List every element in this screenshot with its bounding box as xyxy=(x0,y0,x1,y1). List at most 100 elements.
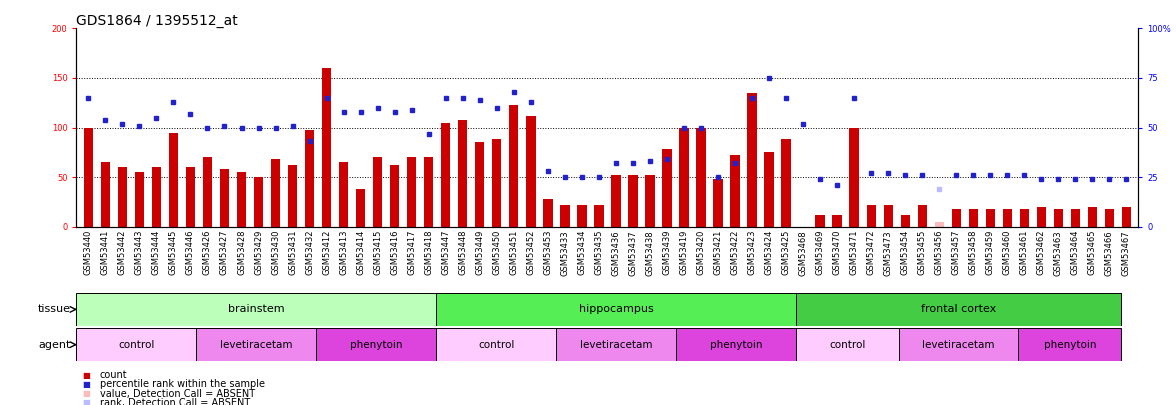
Bar xyxy=(322,68,332,227)
Bar xyxy=(492,139,501,227)
Bar xyxy=(898,328,1018,361)
Bar xyxy=(1122,207,1131,227)
Text: ■: ■ xyxy=(82,399,91,405)
Text: GSM53466: GSM53466 xyxy=(1105,230,1114,275)
Bar xyxy=(612,175,621,227)
Bar xyxy=(833,215,842,227)
Text: brainstem: brainstem xyxy=(228,305,285,314)
Bar xyxy=(373,158,382,227)
Bar xyxy=(425,158,434,227)
Text: GDS1864 / 1395512_at: GDS1864 / 1395512_at xyxy=(76,14,239,28)
Bar xyxy=(270,159,280,227)
Text: GSM53439: GSM53439 xyxy=(662,230,671,275)
Bar xyxy=(526,116,535,227)
Bar xyxy=(646,175,655,227)
Text: GSM53463: GSM53463 xyxy=(1054,230,1063,275)
Text: GSM53415: GSM53415 xyxy=(373,230,382,275)
Text: GSM53471: GSM53471 xyxy=(850,230,858,275)
Text: GSM53433: GSM53433 xyxy=(560,230,569,275)
Bar xyxy=(577,205,587,227)
Bar xyxy=(1088,207,1097,227)
Bar xyxy=(815,215,824,227)
Text: tissue: tissue xyxy=(38,305,71,314)
Text: GSM53442: GSM53442 xyxy=(118,230,127,275)
Text: GSM53413: GSM53413 xyxy=(339,230,348,275)
Text: percentile rank within the sample: percentile rank within the sample xyxy=(100,379,265,389)
Text: GSM53431: GSM53431 xyxy=(288,230,298,275)
Text: GSM53450: GSM53450 xyxy=(493,230,501,275)
Text: GSM53459: GSM53459 xyxy=(985,230,995,275)
Bar xyxy=(1070,209,1080,227)
Bar xyxy=(748,93,756,227)
Text: GSM53414: GSM53414 xyxy=(356,230,365,275)
Text: GSM53421: GSM53421 xyxy=(714,230,722,275)
Text: GSM53444: GSM53444 xyxy=(152,230,161,275)
Text: GSM53467: GSM53467 xyxy=(1122,230,1131,275)
Bar xyxy=(169,132,178,227)
Bar xyxy=(1037,207,1045,227)
Text: rank, Detection Call = ABSENT: rank, Detection Call = ABSENT xyxy=(100,398,250,405)
Text: GSM53435: GSM53435 xyxy=(594,230,603,275)
Bar xyxy=(196,328,316,361)
Text: frontal cortex: frontal cortex xyxy=(921,305,996,314)
Bar xyxy=(730,156,740,227)
Text: GSM53464: GSM53464 xyxy=(1071,230,1080,275)
Text: ■: ■ xyxy=(82,371,91,379)
Text: GSM53449: GSM53449 xyxy=(475,230,485,275)
Text: GSM53434: GSM53434 xyxy=(577,230,587,275)
Bar xyxy=(560,205,569,227)
Text: GSM53462: GSM53462 xyxy=(1037,230,1045,275)
Text: levetiracetam: levetiracetam xyxy=(220,340,293,350)
Bar xyxy=(101,162,111,227)
Bar xyxy=(202,158,212,227)
Bar xyxy=(849,128,858,227)
Text: value, Detection Call = ABSENT: value, Detection Call = ABSENT xyxy=(100,389,255,399)
Text: GSM53446: GSM53446 xyxy=(186,230,195,275)
Bar xyxy=(696,128,706,227)
Bar xyxy=(509,105,519,227)
Text: GSM53436: GSM53436 xyxy=(612,230,621,275)
Text: GSM53470: GSM53470 xyxy=(833,230,842,275)
Bar xyxy=(186,167,195,227)
Bar xyxy=(1020,209,1029,227)
Bar xyxy=(339,162,348,227)
Bar xyxy=(441,123,450,227)
Text: GSM53469: GSM53469 xyxy=(816,230,824,275)
Text: GSM53457: GSM53457 xyxy=(951,230,961,275)
Text: GSM53437: GSM53437 xyxy=(628,230,637,275)
Bar xyxy=(764,152,774,227)
Text: control: control xyxy=(119,340,154,350)
Text: GSM53430: GSM53430 xyxy=(270,230,280,275)
Text: GSM53419: GSM53419 xyxy=(680,230,688,275)
Text: GSM53452: GSM53452 xyxy=(527,230,535,275)
Bar xyxy=(714,179,723,227)
Bar xyxy=(118,167,127,227)
Text: phenytoin: phenytoin xyxy=(1043,340,1096,350)
Bar xyxy=(356,189,366,227)
Text: GSM53451: GSM53451 xyxy=(509,230,519,275)
Bar xyxy=(680,128,689,227)
Bar xyxy=(796,328,898,361)
Bar xyxy=(236,172,246,227)
Bar xyxy=(459,119,467,227)
Bar xyxy=(436,293,796,326)
Text: agent: agent xyxy=(38,340,71,350)
Text: GSM53455: GSM53455 xyxy=(917,230,927,275)
Bar xyxy=(676,328,796,361)
Text: hippocampus: hippocampus xyxy=(579,305,654,314)
Bar xyxy=(917,205,927,227)
Text: ■: ■ xyxy=(82,389,91,398)
Text: GSM53447: GSM53447 xyxy=(441,230,450,275)
Bar xyxy=(662,149,671,227)
Bar xyxy=(288,165,298,227)
Bar xyxy=(901,215,910,227)
Bar xyxy=(390,165,400,227)
Bar xyxy=(436,328,556,361)
Text: count: count xyxy=(100,370,127,380)
Bar xyxy=(556,328,676,361)
Text: GSM53423: GSM53423 xyxy=(748,230,756,275)
Text: GSM53461: GSM53461 xyxy=(1020,230,1029,275)
Bar xyxy=(883,205,893,227)
Text: GSM53425: GSM53425 xyxy=(782,230,790,275)
Bar xyxy=(594,205,603,227)
